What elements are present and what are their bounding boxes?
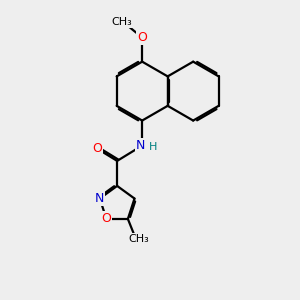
Text: O: O (101, 212, 111, 225)
Text: O: O (137, 31, 147, 44)
Text: O: O (92, 142, 102, 155)
Text: N: N (136, 139, 146, 152)
Text: H: H (149, 142, 158, 152)
Text: CH₃: CH₃ (128, 234, 149, 244)
Text: N: N (95, 192, 104, 205)
Text: CH₃: CH₃ (111, 17, 132, 27)
